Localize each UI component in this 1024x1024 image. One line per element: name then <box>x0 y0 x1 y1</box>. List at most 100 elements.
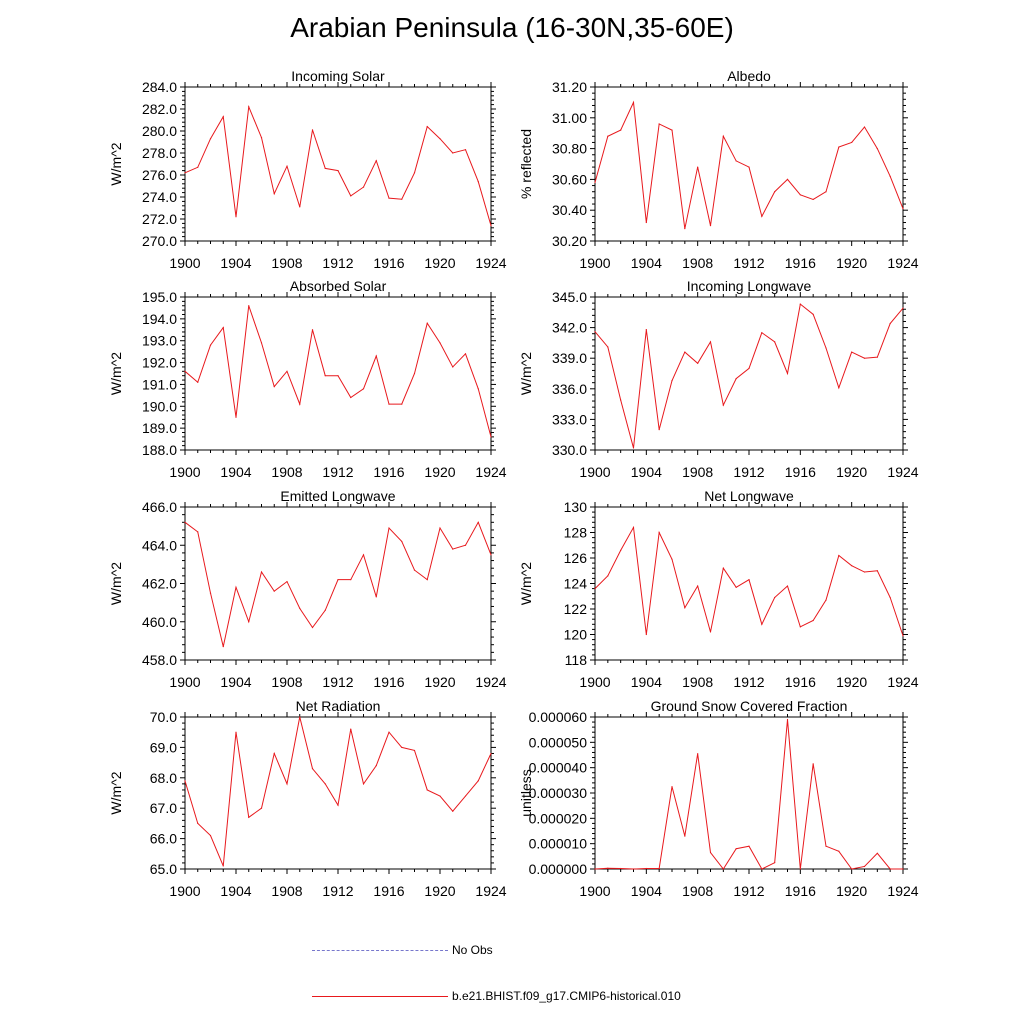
data-point <box>645 221 647 224</box>
data-point <box>902 868 904 870</box>
x-tick-label: 1900 <box>579 255 610 271</box>
x-tick-label: 1924 <box>475 464 506 480</box>
y-axis-label: W/m^2 <box>108 771 124 814</box>
data-point <box>324 167 326 169</box>
y-tick-label: 0.000060 <box>529 709 588 725</box>
data-point <box>490 436 492 438</box>
data-point <box>594 868 596 870</box>
y-tick-label: 336.0 <box>552 381 587 397</box>
y-tick-label: 191.0 <box>142 376 177 392</box>
y-tick-label: 193.0 <box>142 333 177 349</box>
data-point <box>388 731 390 733</box>
data-point <box>786 372 789 375</box>
data-point <box>375 596 377 598</box>
data-point <box>658 531 660 534</box>
data-point <box>838 554 840 557</box>
data-point <box>748 166 750 168</box>
data-point <box>350 396 352 399</box>
panel-1: Incoming Solar W/m^2 270.0 272.0 274.0 276.0 2… <box>108 68 507 271</box>
plot-frame <box>184 506 492 661</box>
data-point <box>235 586 237 588</box>
y-tick-label: 280.0 <box>142 123 177 139</box>
data-point <box>761 332 763 334</box>
legend-swatch-model-run <box>312 996 448 997</box>
y-tick-label: 0.000050 <box>529 734 588 750</box>
data-point <box>684 351 686 353</box>
x-tick-label: 1904 <box>220 883 251 899</box>
data-point <box>902 307 904 309</box>
data-point <box>311 129 314 131</box>
data-point <box>889 322 891 325</box>
data-point <box>184 780 186 782</box>
plot-frame <box>184 86 492 242</box>
data-point <box>413 372 416 375</box>
data-point <box>761 868 763 870</box>
y-axis-label: % reflected <box>518 129 534 199</box>
y-tick-label: 194.0 <box>142 311 177 327</box>
data-point <box>324 783 326 785</box>
y-tick-label: 345.0 <box>552 289 587 305</box>
panel-3: Absorbed Solar W/m^2 188.0 189.0 190.0 191.0 1… <box>108 278 507 480</box>
x-tick-label: 1908 <box>271 674 302 690</box>
data-point <box>863 357 866 359</box>
series-line <box>594 525 904 636</box>
x-tick-label: 1908 <box>682 883 713 899</box>
panel-title: Absorbed Solar <box>290 278 387 294</box>
data-point <box>594 331 596 333</box>
data-point <box>426 322 428 324</box>
data-point <box>632 868 635 870</box>
y-tick-label: 120 <box>564 627 588 643</box>
data-point <box>477 780 479 782</box>
data-point <box>620 549 622 551</box>
series-line <box>184 104 492 226</box>
x-tick-label: 1912 <box>733 674 764 690</box>
x-tick-label: 1900 <box>169 883 200 899</box>
y-tick-label: 70.0 <box>150 709 177 725</box>
y-tick-label: 0.000030 <box>529 785 588 801</box>
data-point <box>812 763 814 765</box>
data-point <box>197 381 199 383</box>
data-point <box>851 141 853 144</box>
y-tick-label: 128 <box>564 525 588 541</box>
data-point <box>761 215 763 217</box>
data-point <box>889 175 891 177</box>
data-point <box>774 596 776 599</box>
y-tick-label: 66.0 <box>150 831 177 847</box>
data-point <box>620 399 622 401</box>
panel-title: Incoming Longwave <box>687 278 812 294</box>
data-point <box>362 783 365 785</box>
data-point <box>902 208 904 210</box>
data-point <box>362 186 365 188</box>
data-point <box>838 850 840 852</box>
y-tick-label: 31.20 <box>552 79 587 95</box>
data-point <box>311 626 314 629</box>
data-point <box>375 355 377 357</box>
series-line <box>594 100 904 229</box>
data-point <box>697 753 699 755</box>
y-tick-label: 0.000000 <box>529 861 588 877</box>
data-point <box>299 403 301 405</box>
data-point <box>490 225 492 227</box>
data-point <box>876 148 878 150</box>
x-tick-label: 1920 <box>836 674 867 690</box>
data-point <box>209 592 212 594</box>
data-point <box>620 867 622 870</box>
data-point <box>311 329 314 331</box>
data-point <box>477 521 479 523</box>
data-point <box>722 404 724 406</box>
data-point <box>299 607 301 609</box>
x-tick-label: 1912 <box>733 255 764 271</box>
series-line <box>184 716 492 867</box>
legend-label-model-run: b.e21.BHIST.f09_g17.CMIP6-historical.010 <box>452 989 681 1003</box>
y-tick-label: 118 <box>565 652 588 668</box>
data-point <box>825 599 827 601</box>
x-tick-label: 1912 <box>733 464 764 480</box>
data-point <box>401 746 403 749</box>
data-point <box>748 579 750 581</box>
y-tick-label: 466.0 <box>142 499 177 515</box>
data-point <box>350 579 352 581</box>
data-point <box>671 380 673 382</box>
data-point <box>337 170 339 172</box>
x-tick-label: 1904 <box>220 255 251 271</box>
